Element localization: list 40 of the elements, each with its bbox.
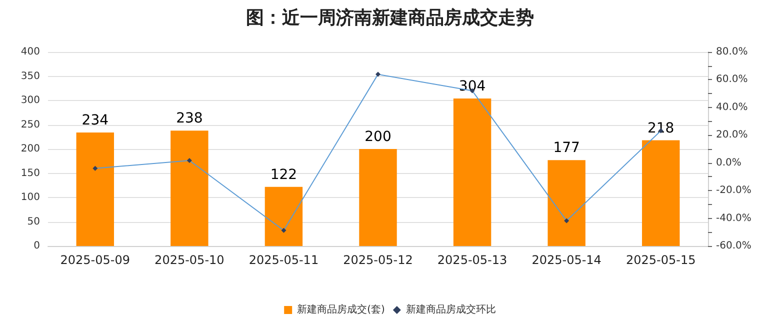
x-tick-label: 2025-05-13 — [437, 253, 508, 267]
x-tick-label: 2025-05-10 — [154, 253, 224, 267]
x-tick-label: 2025-05-09 — [60, 253, 130, 267]
y2-tick-label: 60.0% — [716, 74, 748, 86]
y2-tick-label: -60.0% — [716, 240, 752, 252]
bar — [453, 98, 492, 246]
bar — [359, 149, 397, 246]
legend-label: 新建商品房成交环比 — [406, 304, 496, 316]
data-label: 200 — [364, 129, 392, 145]
y-tick-label: 350 — [20, 70, 40, 82]
y-tick-label: 400 — [20, 46, 40, 58]
bar — [76, 132, 114, 246]
y-tick-label: 0 — [34, 240, 40, 252]
y-tick-label: 150 — [20, 168, 40, 179]
x-tick-label: 2025-05-15 — [626, 253, 696, 267]
y-tick-label: 200 — [20, 144, 40, 154]
y-tick-label: 50 — [27, 216, 40, 228]
y2-tick-label: -20.0% — [716, 185, 752, 196]
y2-tick-label: 20.0% — [716, 130, 748, 141]
legend-label: 新建商品房成交(套) — [297, 304, 385, 316]
bar — [642, 140, 680, 246]
bar — [548, 160, 586, 246]
y2-tick-label: 40.0% — [716, 102, 748, 113]
bar — [170, 130, 208, 246]
y2-tick-label: 80.0% — [716, 46, 748, 58]
data-label: 177 — [553, 140, 580, 156]
data-label: 238 — [176, 110, 203, 127]
y-tick-label: 250 — [20, 119, 40, 130]
y2-tick-label: -40.0% — [716, 212, 752, 224]
x-tick-label: 2025-05-11 — [248, 253, 319, 267]
y2-tick-label: 0.0% — [716, 157, 742, 168]
data-label: 122 — [270, 166, 298, 183]
data-label: 234 — [82, 112, 109, 129]
bar — [264, 186, 303, 246]
x-tick-label: 2025-05-12 — [343, 253, 413, 267]
chart-title: 图：近一周济南新建商品房成交走势 — [246, 8, 534, 28]
y-tick-label: 100 — [20, 192, 40, 203]
x-tick-label: 2025-05-14 — [532, 253, 602, 267]
y-tick-label: 300 — [20, 95, 40, 106]
data-label: 304 — [458, 78, 486, 95]
